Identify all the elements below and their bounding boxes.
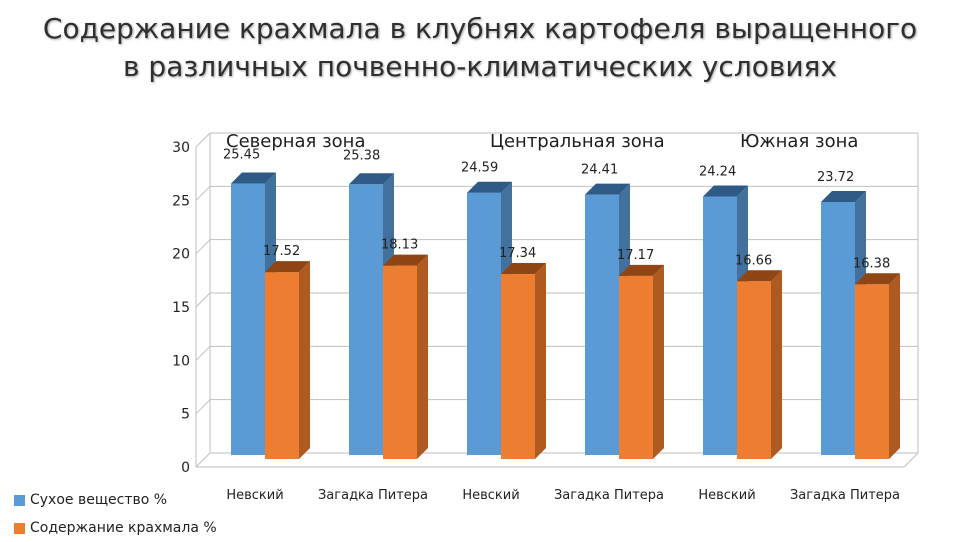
x-tick-label: Невский <box>462 488 519 503</box>
bar-side <box>889 273 900 459</box>
legend: Сухое вещество % Содержание крахмала % <box>14 486 217 542</box>
chart-title: Содержание крахмала в клубнях картофеля … <box>0 10 960 86</box>
data-label: 16.66 <box>735 253 772 268</box>
bar-side <box>417 254 428 459</box>
bar-top <box>383 254 428 266</box>
x-tick-label: Загадка Питера <box>318 488 428 503</box>
legend-swatch-starch <box>14 522 25 534</box>
data-label: 18.13 <box>381 238 418 253</box>
bar-starch <box>501 274 535 459</box>
data-label: 17.17 <box>617 248 654 263</box>
bar-starch <box>265 272 299 459</box>
bar-starch <box>383 265 417 459</box>
bar-top <box>265 261 310 273</box>
bar-top <box>619 264 664 276</box>
chart-title-line1: Содержание крахмала в клубнях картофеля … <box>42 12 918 45</box>
bar-dry-matter <box>703 196 737 455</box>
bar-top <box>821 190 866 202</box>
floor-right <box>903 452 919 468</box>
x-tick-label: Невский <box>698 488 755 503</box>
bar-dry-matter <box>349 184 383 455</box>
bar-top <box>231 172 276 184</box>
bar-side <box>653 264 664 459</box>
y-tick-label: 0 <box>181 460 190 476</box>
bar-top <box>349 173 394 185</box>
x-tick-label: Загадка Питера <box>554 488 664 503</box>
zone-annotation: Центральная зона <box>490 131 665 152</box>
data-label: 25.38 <box>343 148 380 163</box>
data-label: 23.72 <box>817 170 854 185</box>
bar-top <box>855 273 900 285</box>
data-label: 25.45 <box>223 148 260 163</box>
zone-annotation: Северная зона <box>226 131 365 152</box>
data-label: 17.52 <box>263 244 300 259</box>
bar-dry-matter <box>821 201 855 455</box>
x-tick-label: Невский <box>226 488 283 503</box>
gridline-side <box>195 292 211 308</box>
data-label: 16.38 <box>853 256 890 271</box>
y-tick-label: 25 <box>172 193 190 209</box>
bar-starch <box>737 281 771 459</box>
bar-dry-matter <box>585 194 619 456</box>
bar-starch <box>855 284 889 459</box>
bar-starch <box>619 275 653 459</box>
gridline-side <box>195 345 211 361</box>
legend-label-dry-matter: Сухое вещество % <box>30 492 168 508</box>
y-tick-label: 20 <box>172 247 190 263</box>
x-tick-label: Загадка Питера <box>790 488 900 503</box>
data-label: 24.24 <box>699 164 736 179</box>
y-tick-label: 15 <box>172 300 190 316</box>
chart-title-line2: в различных почвенно-климатических услов… <box>123 50 837 83</box>
bar-top <box>467 181 512 193</box>
gridline-side <box>195 239 211 255</box>
y-tick-label: 5 <box>181 407 190 423</box>
bar-side <box>535 263 546 459</box>
data-label: 24.59 <box>461 161 498 176</box>
bar-top <box>703 185 748 197</box>
y-tick-label: 30 <box>172 140 190 156</box>
y-tick-label: 10 <box>172 353 190 369</box>
bar-dry-matter <box>467 192 501 455</box>
bar-side <box>771 270 782 459</box>
gridline-side <box>195 185 211 201</box>
bar-top <box>585 183 630 195</box>
bar-top <box>501 263 546 275</box>
legend-item-starch: Содержание крахмала % <box>14 514 217 542</box>
bar-top <box>737 270 782 282</box>
bar-dry-matter <box>231 183 265 456</box>
bar-side <box>299 261 310 459</box>
legend-item-dry-matter: Сухое вещество % <box>14 486 217 514</box>
gridline-side <box>195 132 211 148</box>
data-label: 17.34 <box>499 246 536 261</box>
data-label: 24.41 <box>581 163 618 178</box>
gridline-side <box>195 452 211 468</box>
legend-swatch-dry-matter <box>14 494 25 506</box>
zone-annotation: Южная зона <box>740 131 858 152</box>
legend-label-starch: Содержание крахмала % <box>30 520 217 536</box>
gridline-side <box>195 399 211 415</box>
